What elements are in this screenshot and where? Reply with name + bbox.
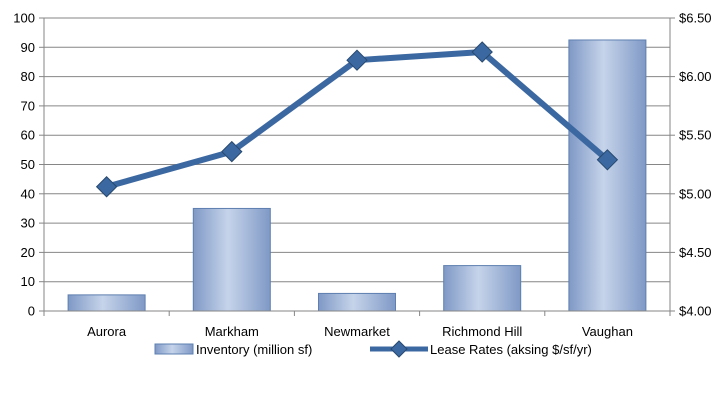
y-right-tick-label: $6.50	[679, 11, 712, 26]
x-tick-label: Vaughan	[582, 324, 633, 339]
y-left-tick-label: 80	[21, 69, 35, 84]
y-left-tick-label: 70	[21, 98, 35, 113]
y-right-tick-label: $4.50	[679, 245, 712, 260]
y-left-tick-label: 30	[21, 216, 35, 231]
line-point	[596, 149, 619, 171]
bar-series	[67, 39, 647, 312]
y-left-tick-label: 60	[21, 128, 35, 143]
x-tick-label: Aurora	[87, 324, 127, 339]
line-point	[95, 176, 118, 198]
line-point	[346, 49, 368, 71]
legend-label-inventory: Inventory (million sf)	[196, 342, 312, 357]
x-tick-label: Markham	[205, 324, 259, 339]
y-right-tick-label: $4.00	[679, 304, 712, 319]
y-left-tick-label: 100	[13, 11, 35, 26]
y-right-tick-label: $6.00	[679, 69, 712, 84]
legend-label-lease-rates: Lease Rates (aksing $/sf/yr)	[430, 342, 592, 357]
legend-marker-diamond	[390, 340, 408, 358]
y-left-tick-label: 40	[21, 186, 35, 201]
y-left-tick-label: 90	[21, 40, 35, 55]
x-tick-label: Richmond Hill	[442, 324, 522, 339]
y-left-tick-label: 10	[21, 274, 35, 289]
line-series	[95, 41, 619, 198]
y-right-tick-label: $5.50	[679, 128, 712, 143]
legend-swatch-bar	[154, 343, 194, 355]
lease-rate-line	[103, 48, 611, 190]
y-left-tick-label: 50	[21, 157, 35, 172]
legend: Inventory (million sf) Lease Rates (aksin…	[154, 340, 592, 358]
bar	[318, 292, 396, 312]
bar	[192, 207, 271, 312]
y-right-tick-label: $5.00	[679, 186, 712, 201]
bar	[67, 294, 146, 312]
bar	[443, 265, 522, 312]
gridlines	[44, 17, 670, 312]
line-point	[471, 41, 493, 63]
axes: 0 10 20 30 40 50 60 70 80 90 100 $4.00 $4.50 $5.00 $5.…	[13, 11, 711, 340]
bar	[568, 39, 647, 312]
y-left-tick-label: 0	[28, 304, 35, 319]
line-point	[221, 140, 243, 163]
x-tick-label: Newmarket	[324, 324, 390, 339]
y-left-tick-label: 20	[21, 245, 35, 260]
